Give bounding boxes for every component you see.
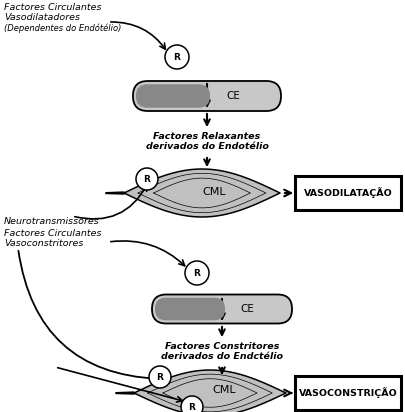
Polygon shape — [134, 370, 285, 412]
Text: R: R — [156, 372, 163, 382]
Text: R: R — [143, 175, 150, 183]
Text: Vasoconstritores: Vasoconstritores — [4, 239, 83, 248]
Text: Factores Constritores: Factores Constritores — [164, 342, 279, 351]
Circle shape — [149, 366, 171, 388]
Text: CML: CML — [202, 187, 225, 197]
Text: R: R — [173, 52, 180, 61]
Polygon shape — [116, 392, 134, 394]
FancyBboxPatch shape — [294, 176, 400, 210]
Text: R: R — [188, 403, 195, 412]
FancyBboxPatch shape — [294, 376, 400, 410]
FancyBboxPatch shape — [155, 298, 224, 320]
Text: CML: CML — [212, 385, 235, 395]
Circle shape — [136, 168, 158, 190]
Text: Neurotransmissores: Neurotransmissores — [4, 217, 100, 226]
Circle shape — [181, 396, 202, 412]
FancyBboxPatch shape — [133, 81, 280, 111]
FancyBboxPatch shape — [136, 84, 209, 108]
Text: derivados do Endctélio: derivados do Endctélio — [161, 352, 282, 361]
Text: Vasodilatadores: Vasodilatadores — [4, 13, 80, 22]
Text: Factores Relaxantes: Factores Relaxantes — [153, 132, 260, 141]
Polygon shape — [106, 192, 124, 194]
Text: VASOCONSTRIÇÃO: VASOCONSTRIÇÃO — [298, 388, 396, 398]
Polygon shape — [124, 169, 279, 217]
Text: derivados do Endotélio: derivados do Endotélio — [145, 142, 268, 151]
Text: Factores Circulantes: Factores Circulantes — [4, 3, 101, 12]
Circle shape — [185, 261, 209, 285]
Circle shape — [164, 45, 189, 69]
Text: (Dependentes do Endótélio): (Dependentes do Endótélio) — [4, 23, 121, 33]
Text: CE: CE — [226, 91, 240, 101]
Text: Factores Circulantes: Factores Circulantes — [4, 229, 101, 238]
FancyBboxPatch shape — [151, 295, 291, 323]
Text: R: R — [193, 269, 200, 278]
Text: CE: CE — [240, 304, 254, 314]
Text: VASODILATAÇÃO: VASODILATAÇÃO — [303, 187, 391, 199]
